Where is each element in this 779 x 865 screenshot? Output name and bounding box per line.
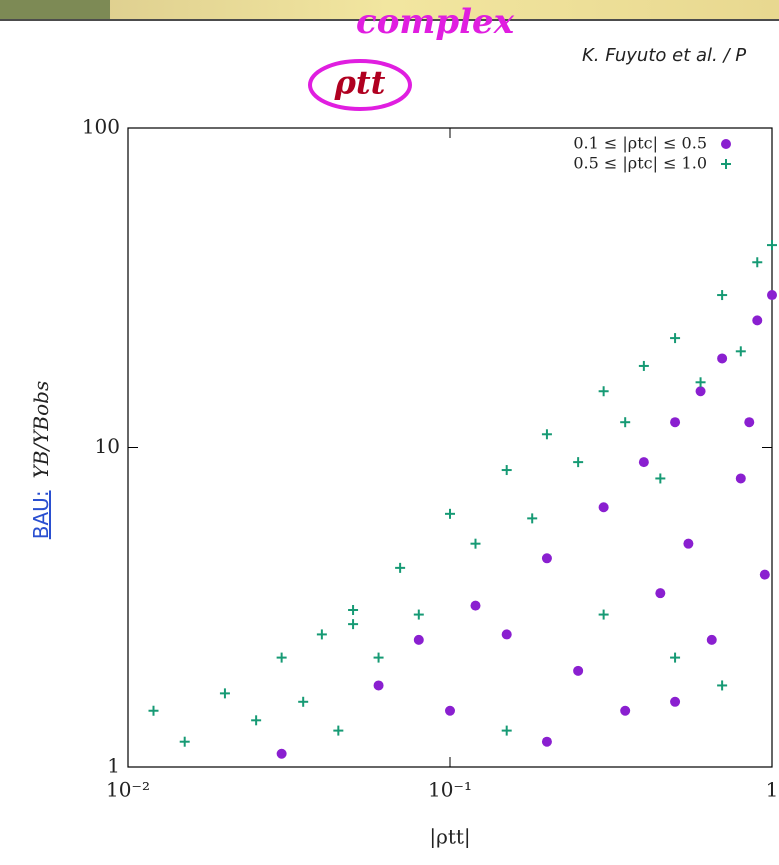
point	[573, 457, 584, 468]
point	[413, 634, 424, 645]
point	[501, 465, 512, 476]
annotation: complex	[356, 2, 515, 42]
point	[541, 429, 552, 440]
plot-frame	[127, 127, 773, 768]
point	[373, 652, 384, 663]
point	[219, 688, 230, 699]
y-axis-label: BAU: YB/YBobs	[29, 381, 53, 539]
point	[395, 562, 406, 573]
point	[298, 696, 309, 707]
point	[655, 473, 666, 484]
point	[541, 553, 552, 564]
point	[735, 473, 746, 484]
point	[717, 680, 728, 691]
point	[316, 629, 327, 640]
point	[501, 629, 512, 640]
point	[670, 333, 681, 344]
legend-marker	[721, 139, 731, 149]
point	[276, 652, 287, 663]
legend-marker	[721, 159, 731, 169]
x-tick-label: 10⁻¹	[428, 778, 472, 802]
y-tick-label: 10	[95, 434, 120, 458]
point	[683, 538, 694, 549]
y-tick-label: 100	[82, 115, 120, 139]
y-tick-label: 1	[107, 754, 120, 778]
point	[735, 346, 746, 357]
point	[620, 705, 631, 716]
point	[470, 538, 481, 549]
point	[717, 353, 728, 364]
point	[527, 513, 538, 524]
point	[670, 417, 681, 428]
x-axis-label: |ρtt|	[429, 825, 470, 850]
point	[752, 257, 763, 268]
banner-image	[0, 0, 110, 19]
point	[695, 386, 706, 397]
banner	[0, 0, 779, 19]
point	[759, 569, 770, 580]
point	[348, 605, 359, 616]
citation: K. Fuyuto et al. / P	[582, 45, 746, 66]
point	[620, 417, 631, 428]
point	[598, 609, 609, 620]
annotation-ring	[308, 59, 412, 111]
point	[695, 377, 706, 388]
point	[348, 619, 359, 630]
point	[179, 736, 190, 747]
point	[373, 680, 384, 691]
point	[670, 696, 681, 707]
point	[333, 725, 344, 736]
point	[598, 502, 609, 513]
point	[573, 665, 584, 676]
point	[706, 634, 717, 645]
legend-label: 0.1 ≤ |ρtc| ≤ 0.5	[573, 134, 707, 153]
point	[541, 736, 552, 747]
legend-label: 0.5 ≤ |ρtc| ≤ 1.0	[573, 154, 707, 173]
y-label-text: YB/YBobs	[29, 381, 53, 479]
point	[470, 600, 481, 611]
x-tick-label: 10⁻²	[106, 778, 150, 802]
point	[767, 290, 777, 301]
point	[445, 705, 455, 716]
point	[744, 417, 755, 428]
point	[598, 386, 609, 397]
point	[638, 457, 649, 468]
point	[445, 508, 455, 519]
point	[413, 609, 424, 620]
point	[501, 725, 512, 736]
y-label-note: BAU:	[29, 490, 53, 539]
point	[276, 748, 287, 759]
point	[655, 588, 666, 599]
point	[638, 360, 649, 371]
annotation: ρtt	[334, 64, 386, 102]
point	[670, 652, 681, 663]
point	[251, 715, 262, 726]
point	[767, 240, 777, 251]
point	[752, 315, 763, 326]
point	[717, 290, 728, 301]
x-tick-label: 1	[766, 778, 779, 802]
point	[148, 705, 159, 716]
